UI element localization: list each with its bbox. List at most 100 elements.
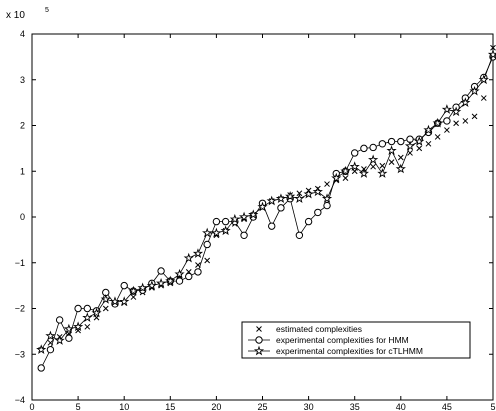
x-tick-label: 20 (211, 402, 221, 411)
data-point (480, 95, 487, 101)
y-multiplier-exponent: 5 (45, 7, 49, 14)
data-point (321, 193, 333, 204)
data-point (175, 277, 184, 285)
y-tick-label: 3 (20, 75, 25, 85)
legend-marker (255, 336, 263, 344)
data-point (294, 193, 305, 204)
data-point (388, 159, 395, 165)
data-point (469, 85, 480, 96)
data-point (323, 201, 331, 210)
data-point (185, 272, 193, 281)
data-point (120, 281, 128, 290)
x-stroke (324, 181, 330, 187)
y-tick-label: −3 (15, 349, 25, 359)
plot-series (36, 44, 496, 372)
data-point (386, 145, 397, 156)
data-point (248, 209, 259, 220)
data-point (416, 145, 423, 152)
legend-label: experimental complexities for cTLHMM (276, 346, 423, 356)
data-point (268, 222, 276, 230)
legend-label: estimated complexities (276, 324, 362, 334)
data-point (45, 330, 56, 341)
data-point (379, 162, 386, 169)
data-point (434, 134, 441, 140)
data-point (130, 294, 137, 300)
x-stroke (480, 95, 487, 101)
data-point (192, 248, 204, 258)
data-point (397, 154, 404, 161)
data-point (304, 217, 313, 226)
data-point (312, 186, 323, 197)
data-point (102, 305, 109, 312)
data-point (84, 323, 91, 330)
data-point (155, 277, 167, 288)
y-tick-label: 0 (20, 212, 25, 222)
x-tick-label: 15 (165, 402, 175, 411)
y-tick-label: 1 (20, 166, 25, 176)
y-tick-label: −1 (15, 258, 25, 268)
data-point (432, 117, 443, 128)
legend-marker (253, 345, 265, 356)
x-tick-label: 30 (304, 402, 314, 411)
x-tick-label: 5 (490, 402, 495, 411)
data-point (109, 296, 121, 306)
data-point (369, 143, 377, 152)
data-point (229, 213, 240, 224)
data-point (257, 201, 268, 212)
x-stroke (462, 118, 469, 124)
x-stroke (434, 134, 441, 140)
data-point (285, 191, 296, 201)
x-tick-label: 35 (350, 402, 360, 411)
data-point (460, 97, 471, 107)
data-point (83, 304, 92, 313)
x-stroke (130, 294, 137, 300)
data-point (378, 140, 387, 148)
data-point (72, 321, 84, 332)
x-tick-label: 0 (29, 402, 34, 411)
data-point (296, 190, 303, 197)
y-axis-ticks: −4 −3 −2 −1 0 1 2 3 4 (15, 29, 493, 405)
y-tick-label: −2 (15, 304, 25, 314)
data-point (478, 74, 489, 85)
data-point (128, 285, 139, 296)
x-stroke (84, 323, 91, 330)
data-point (194, 268, 202, 276)
data-point (370, 163, 376, 170)
data-point (275, 193, 287, 204)
data-point (36, 344, 47, 355)
data-point (349, 161, 360, 172)
data-point (314, 208, 322, 217)
data-point (377, 168, 388, 178)
data-point (358, 168, 370, 178)
data-point (441, 104, 453, 114)
x-stroke (342, 175, 349, 181)
x-stroke (397, 154, 404, 161)
data-point (471, 113, 478, 120)
data-point (387, 137, 396, 146)
y-tick-label: 4 (20, 29, 25, 39)
data-point (165, 275, 176, 286)
x-stroke (444, 127, 450, 133)
data-point (395, 163, 406, 174)
data-point (100, 293, 111, 304)
x-stroke (102, 305, 109, 312)
data-point (324, 181, 330, 187)
legend-box (241, 321, 471, 359)
data-point (331, 172, 342, 183)
data-point (174, 268, 185, 279)
data-point (444, 127, 450, 133)
data-point (423, 124, 434, 135)
legend-label: experimental complexities for HMM (276, 335, 409, 345)
data-point (295, 231, 304, 240)
y-tick-label: −4 (15, 395, 25, 405)
x-stroke (256, 326, 262, 332)
data-point (407, 150, 413, 156)
data-point (397, 137, 405, 146)
data-point (240, 231, 248, 240)
legend-entry: experimental complexities for HMM (248, 335, 409, 345)
data-point (157, 267, 165, 275)
data-point (220, 225, 231, 236)
data-point (221, 217, 230, 226)
